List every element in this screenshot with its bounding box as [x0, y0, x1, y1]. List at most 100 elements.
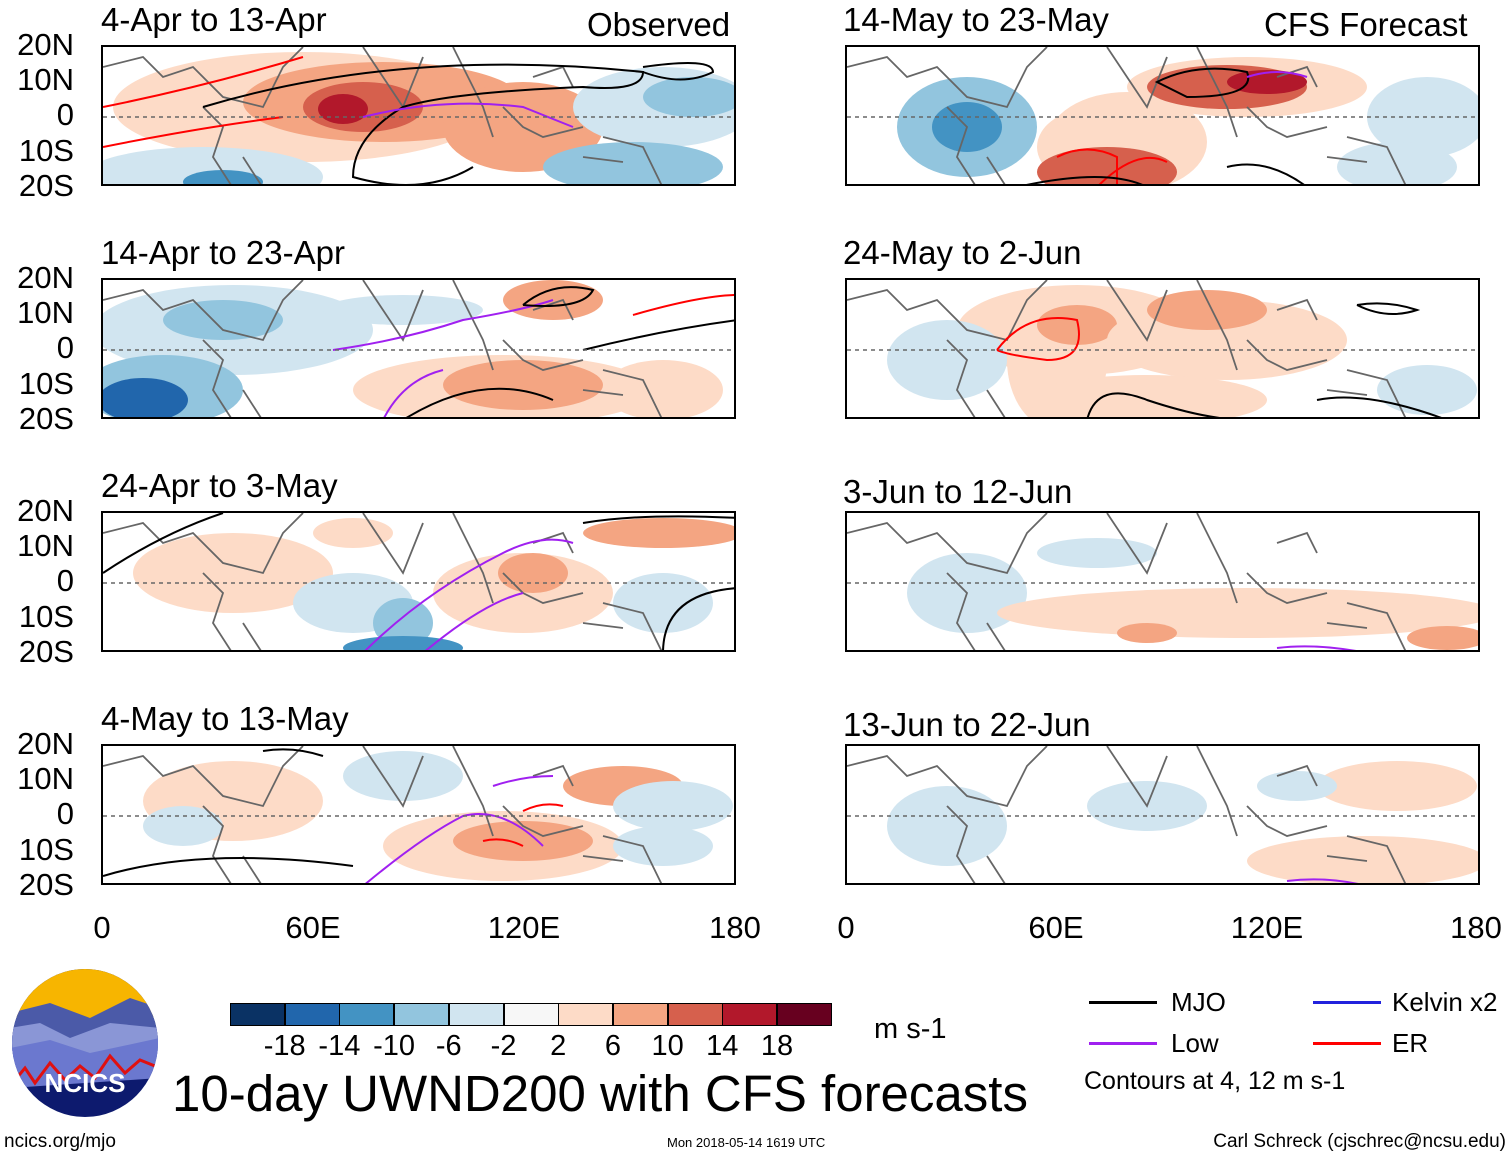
forecast-label: CFS Forecast [1264, 6, 1468, 43]
wind-anomaly-region [887, 320, 1007, 400]
x-tick-label: 60E [1028, 910, 1084, 945]
panel-title: 14-Apr to 23-Apr [101, 234, 345, 271]
wind-anomaly-region [323, 295, 483, 325]
wind-anomaly-region [603, 360, 723, 417]
contour-line [362, 102, 574, 128]
y-tick-label: 0 [56, 330, 74, 366]
wind-anomaly-region [103, 378, 188, 417]
wind-anomaly-region [613, 573, 713, 633]
y-tick-label: 10N [17, 761, 74, 797]
colorbar-swatch [667, 1003, 723, 1026]
coastline [103, 47, 663, 184]
map-panel [845, 45, 1480, 186]
panel-title: 14-May to 23-May [843, 1, 1109, 38]
y-tick-label: 0 [56, 97, 74, 133]
y-tick-label: 20S [18, 167, 74, 203]
wind-anomaly-region [1117, 623, 1177, 643]
wind-anomaly-region [313, 518, 393, 548]
colorbar-swatch [612, 1003, 668, 1026]
y-tick-label: 10S [18, 365, 74, 401]
wind-anomaly-region [1037, 305, 1117, 345]
colorbar-tick-label: 6 [604, 1030, 621, 1062]
colorbar-tick-label: -6 [435, 1030, 462, 1062]
y-tick-label: 0 [56, 563, 74, 599]
wind-anomaly-region [583, 518, 734, 548]
y-tick-label: 20N [17, 260, 74, 295]
wind-anomaly-region [1407, 626, 1478, 650]
coastline [847, 280, 1407, 417]
wind-anomaly-region [343, 751, 463, 801]
coastline [847, 47, 1407, 184]
contour-line [632, 294, 734, 316]
colorbar-swatch [448, 1003, 504, 1026]
contour-line [482, 803, 564, 847]
y-tick-label: 0 [56, 796, 74, 832]
map-svg [847, 47, 1478, 184]
wind-anomaly-region [613, 826, 713, 866]
wind-anomaly-region [997, 588, 1478, 638]
contour-line [1356, 302, 1421, 315]
wind-anomaly-region [163, 300, 283, 340]
panel-title: 13-Jun to 22-Jun [843, 706, 1091, 743]
panel-title: 3-Jun to 12-Jun [843, 473, 1073, 510]
contour-line [1246, 71, 1308, 78]
legend-swatch-er [1313, 1042, 1381, 1045]
map-svg [847, 746, 1478, 883]
chart-title: 10-day UWND200 with CFS forecasts [172, 1065, 1028, 1122]
coastline [103, 513, 663, 650]
map-panel [101, 744, 736, 885]
coastline [103, 746, 663, 883]
wind-anomaly-region [887, 786, 1007, 866]
colorbar-tick-label: -14 [318, 1030, 361, 1062]
y-tick-label: 20S [18, 400, 74, 436]
map-panel [845, 744, 1480, 885]
wind-anomaly-region [1247, 836, 1478, 883]
x-tick-label: 120E [1230, 910, 1304, 945]
y-tick-label: 20N [17, 493, 74, 528]
wind-anomaly-region [1367, 77, 1478, 157]
colorbar-tick-label: 18 [760, 1030, 794, 1062]
legend-label: MJO [1171, 987, 1226, 1017]
author-credit: Carl Schreck (cjschrec@ncsu.edu) [1213, 1131, 1506, 1152]
colorbar-tick-label: 2 [550, 1030, 567, 1062]
wind-anomaly-region [1317, 761, 1477, 811]
wind-anomaly-region [373, 598, 433, 648]
map-svg [847, 280, 1478, 417]
colorbar-units: m s-1 [874, 1013, 947, 1045]
contour-line [1286, 878, 1359, 883]
legend-swatch-low [1089, 1042, 1157, 1045]
legend-label: Kelvin x2 [1392, 987, 1498, 1017]
wind-anomaly-region [133, 533, 333, 613]
wind-anomaly-region [1337, 142, 1457, 184]
x-tick-label: 120E [487, 910, 561, 945]
y-tick-label: 10N [17, 62, 74, 98]
contour-line [996, 317, 1080, 362]
map-svg [103, 513, 734, 650]
colorbar-swatch [722, 1003, 778, 1026]
ncics-logo: NCICS [10, 968, 160, 1118]
wind-anomaly-region [453, 821, 593, 861]
x-tick-label: 180 [1450, 910, 1502, 945]
wind-anomaly-region [318, 94, 368, 124]
colorbar-tick-label: 10 [651, 1030, 684, 1062]
legend-swatch-kelvin [1313, 1001, 1381, 1004]
coastline [103, 280, 663, 417]
wind-anomaly-region [498, 553, 568, 593]
map-svg [103, 47, 734, 184]
legend-swatch-mjo [1089, 1001, 1157, 1004]
contour-line [364, 538, 574, 650]
contour-line [1056, 148, 1168, 184]
wind-anomaly-region [443, 360, 603, 410]
coastline [847, 513, 1407, 650]
wind-anomaly-region [1257, 771, 1337, 801]
wind-anomaly-region [183, 170, 263, 184]
contour-line [1154, 67, 1250, 99]
panel-title: 4-May to 13-May [101, 700, 349, 737]
wind-anomaly-region [1037, 147, 1177, 184]
contour-line [103, 513, 734, 650]
map-panel [101, 511, 736, 652]
map-svg [847, 513, 1478, 650]
colorbar-swatch [230, 1003, 285, 1026]
colorbar-tick-label: -18 [263, 1030, 306, 1062]
